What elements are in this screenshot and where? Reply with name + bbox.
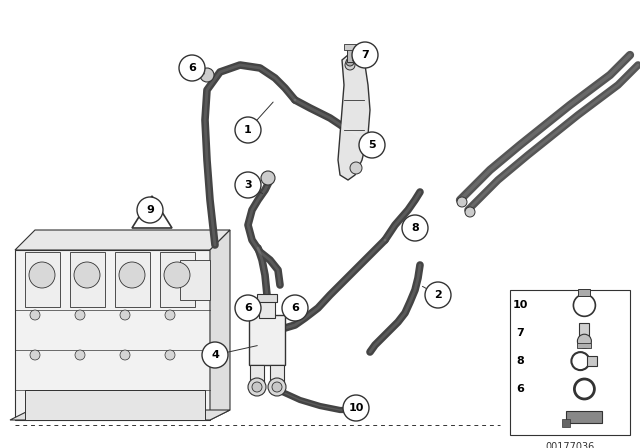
Circle shape [465,207,475,217]
Text: 10: 10 [512,300,528,310]
Text: 7: 7 [516,328,524,338]
Circle shape [407,220,423,236]
Circle shape [579,383,590,395]
Text: 5: 5 [368,140,376,150]
Circle shape [179,55,205,81]
Circle shape [120,350,130,360]
Bar [563,419,570,427]
Circle shape [164,262,190,288]
Circle shape [119,262,145,288]
Circle shape [350,162,362,174]
Bar [344,44,356,50]
Circle shape [577,334,591,348]
Polygon shape [132,196,172,228]
Circle shape [165,350,175,360]
Text: 6: 6 [516,384,524,394]
Bar [588,356,597,366]
Text: 8: 8 [411,223,419,233]
Circle shape [165,310,175,320]
Circle shape [30,310,40,320]
Bar [259,300,275,318]
Circle shape [120,310,130,320]
Bar [25,390,205,420]
Circle shape [402,215,428,241]
Circle shape [248,378,266,396]
Text: 1: 1 [244,125,252,135]
Circle shape [137,197,163,223]
Circle shape [346,58,354,66]
Bar [115,252,150,307]
Circle shape [29,262,55,288]
Circle shape [30,350,40,360]
Polygon shape [338,55,370,180]
Bar [25,252,60,307]
Circle shape [261,171,275,185]
Bar [180,260,210,300]
Text: 9: 9 [146,205,154,215]
Text: 00177036: 00177036 [545,442,595,448]
Circle shape [345,60,355,70]
Bar [566,411,602,423]
Circle shape [457,197,467,207]
Text: 2: 2 [434,290,442,300]
Text: 7: 7 [361,50,369,60]
Circle shape [343,395,369,421]
Bar [160,252,195,307]
Bar [249,315,285,365]
Circle shape [272,382,282,392]
Bar [15,250,210,420]
Text: 6: 6 [188,63,196,73]
Circle shape [252,382,262,392]
Polygon shape [15,230,230,250]
Circle shape [425,282,451,308]
Bar [250,365,264,387]
Text: !: ! [150,211,154,221]
Circle shape [235,172,261,198]
Bar [579,323,589,341]
Circle shape [359,132,385,158]
Bar [579,289,590,296]
Circle shape [200,68,214,82]
Text: 3: 3 [244,180,252,190]
Circle shape [74,262,100,288]
Text: 4: 4 [211,350,219,360]
Circle shape [352,42,378,68]
Bar [270,365,284,387]
Bar [70,252,105,307]
Bar [347,48,353,62]
Circle shape [268,378,286,396]
Circle shape [235,295,261,321]
Text: 8: 8 [516,356,524,366]
Bar [257,294,277,302]
Polygon shape [10,410,230,420]
Bar [577,343,591,348]
Text: 6: 6 [244,303,252,313]
Circle shape [202,342,228,368]
Text: 6: 6 [291,303,299,313]
Circle shape [75,310,85,320]
Circle shape [282,295,308,321]
Circle shape [235,117,261,143]
Text: 10: 10 [348,403,364,413]
Bar [510,290,630,435]
Circle shape [75,350,85,360]
Polygon shape [210,230,230,420]
